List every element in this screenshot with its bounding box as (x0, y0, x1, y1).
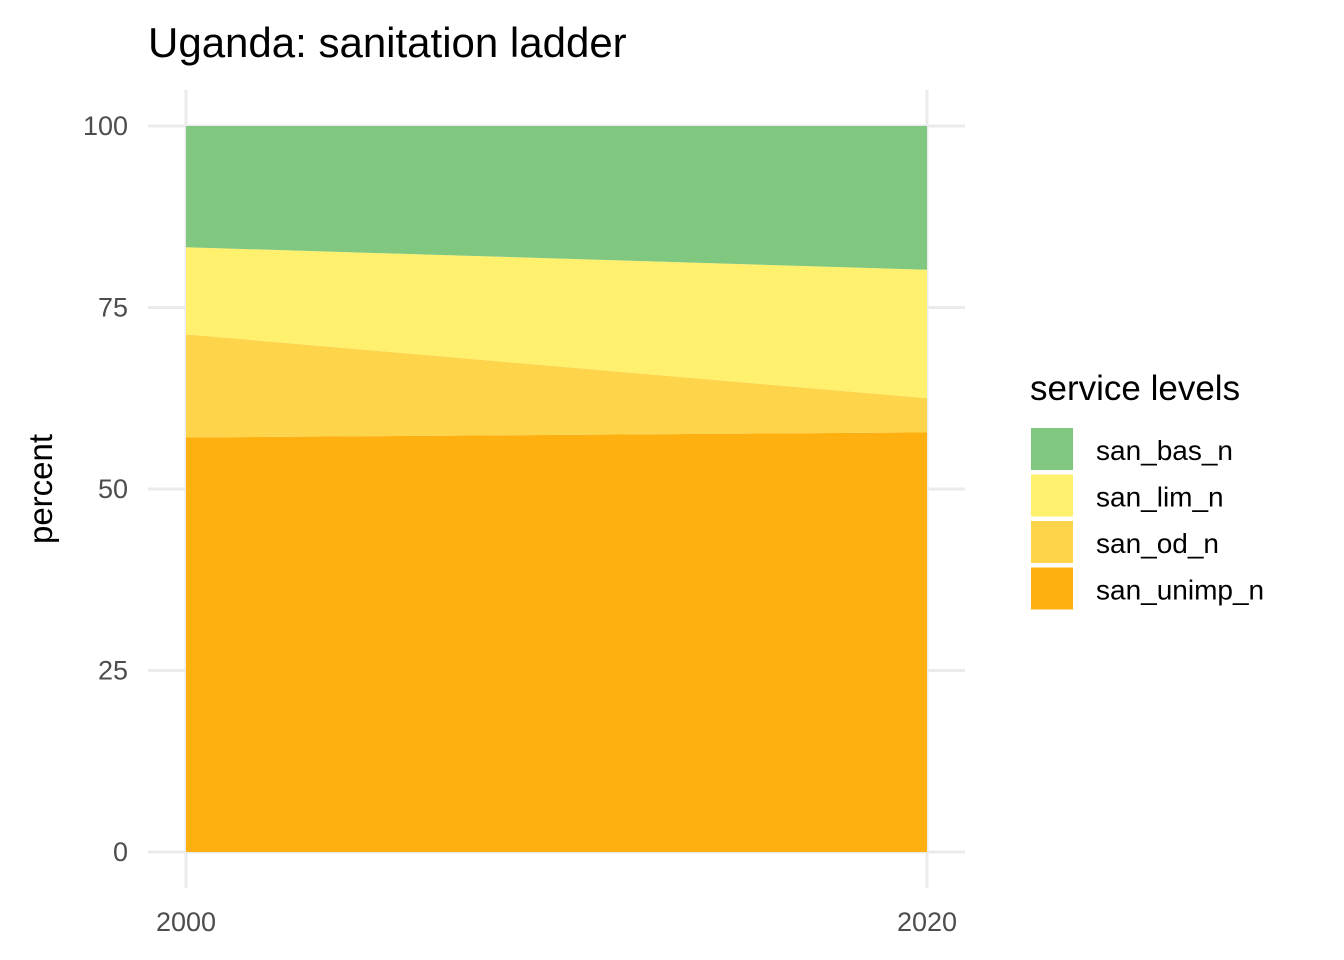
y-tick-label: 50 (98, 474, 128, 504)
area-san_bas_n (186, 126, 927, 270)
y-axis-ticks: 0 25 50 75 100 (83, 111, 128, 867)
stacked-areas (186, 126, 927, 852)
y-tick-label: 100 (83, 111, 128, 141)
legend-swatch (1031, 474, 1073, 517)
y-tick-label: 0 (113, 837, 128, 867)
area-san_unimp_n (186, 432, 927, 852)
legend-items: san_bas_n san_lim_n san_od_n san_unimp_n (1031, 428, 1264, 610)
area-san_od_n (186, 334, 927, 438)
legend-swatch (1031, 428, 1073, 470)
chart-title: Uganda: sanitation ladder (148, 19, 627, 66)
legend: service levels san_bas_n san_lim_n san_od_… (1030, 369, 1264, 610)
legend-label: san_unimp_n (1096, 575, 1264, 606)
legend-label: san_od_n (1096, 528, 1219, 559)
legend-swatch (1031, 521, 1073, 563)
x-axis-ticks: 2000 2020 (156, 907, 957, 937)
y-tick-label: 25 (98, 656, 128, 686)
legend-label: san_lim_n (1096, 482, 1224, 513)
legend-swatch (1031, 567, 1073, 610)
y-axis-title: percent (22, 434, 59, 544)
x-tick-label: 2000 (156, 907, 216, 937)
x-tick-label: 2020 (897, 907, 957, 937)
area-san_lim_n (186, 247, 927, 399)
legend-title: service levels (1030, 369, 1240, 408)
legend-label: san_bas_n (1096, 435, 1233, 466)
y-tick-label: 75 (98, 293, 128, 323)
